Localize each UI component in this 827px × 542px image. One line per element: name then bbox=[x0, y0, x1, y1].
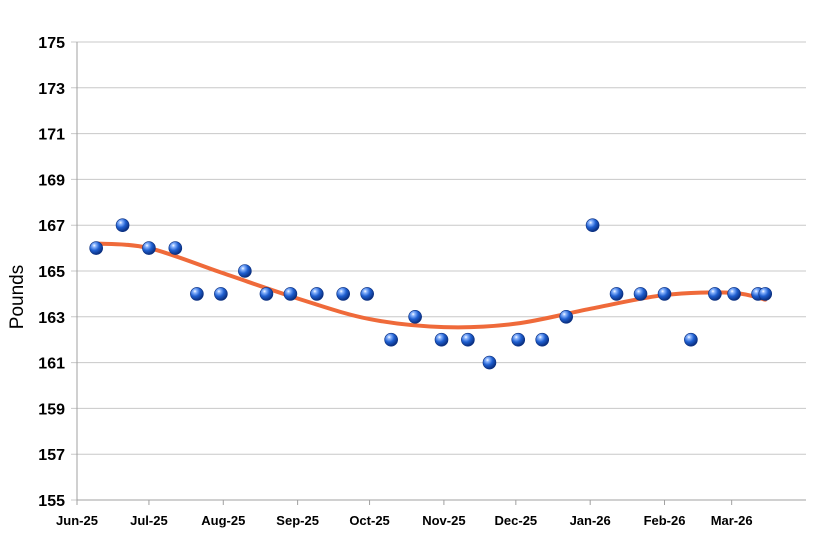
x-tick-label: Mar-26 bbox=[711, 513, 753, 528]
y-tick-label: 171 bbox=[38, 127, 65, 144]
x-tick-label: Nov-25 bbox=[422, 513, 465, 528]
y-tick-label: 155 bbox=[38, 493, 65, 510]
x-tick-label: Jul-25 bbox=[130, 513, 168, 528]
data-point bbox=[190, 287, 204, 301]
y-axis-title: Pounds bbox=[7, 265, 28, 329]
y-tick-label: 159 bbox=[38, 401, 65, 418]
y-tick-label: 161 bbox=[38, 356, 65, 373]
data-point bbox=[168, 241, 183, 255]
y-tick-label: 163 bbox=[38, 310, 65, 327]
data-point bbox=[384, 332, 398, 347]
data-point bbox=[434, 332, 449, 347]
y-tick-label: 169 bbox=[38, 172, 65, 189]
y-tick-label: 167 bbox=[38, 218, 65, 235]
data-point bbox=[115, 218, 130, 232]
x-tick-label: Jan-26 bbox=[570, 513, 611, 528]
data-point bbox=[657, 287, 672, 301]
x-tick-label: Sep-25 bbox=[276, 513, 319, 528]
data-point bbox=[758, 287, 773, 301]
trendline-layer bbox=[94, 241, 768, 330]
data-point bbox=[214, 287, 228, 301]
y-tick-label: 175 bbox=[38, 35, 65, 52]
axes bbox=[76, 42, 806, 505]
data-point bbox=[585, 218, 600, 232]
x-tick-label: Oct-25 bbox=[349, 513, 389, 528]
data-point bbox=[684, 332, 698, 347]
y-tick-label: 165 bbox=[38, 264, 65, 281]
data-point bbox=[482, 355, 497, 370]
data-point bbox=[408, 309, 422, 324]
data-point bbox=[535, 332, 550, 347]
data-point bbox=[89, 241, 103, 255]
y-tick-label: 173 bbox=[38, 81, 65, 98]
x-tick-label: Jun-25 bbox=[56, 513, 98, 528]
data-point bbox=[336, 287, 350, 301]
x-tick-labels: Jun-25 Jul-25 Aug-25 Sep-25 Oct-25 Nov-25 Dec-… bbox=[56, 513, 753, 528]
trendline bbox=[94, 241, 768, 330]
data-point bbox=[708, 287, 722, 301]
data-point bbox=[461, 332, 475, 347]
y-tick-label: 157 bbox=[38, 447, 65, 464]
data-point bbox=[283, 287, 298, 301]
data-point bbox=[259, 287, 274, 301]
data-point bbox=[727, 287, 741, 301]
data-point bbox=[238, 264, 252, 278]
x-tick-label: Feb-26 bbox=[644, 513, 686, 528]
data-point bbox=[142, 241, 156, 255]
data-point bbox=[511, 332, 526, 347]
y-tick-labels: 155 157 159 161 163 165 167 169 171 173 175 bbox=[38, 35, 65, 510]
gridlines bbox=[71, 41, 806, 501]
data-point bbox=[360, 287, 374, 301]
x-tick-label: Dec-25 bbox=[495, 513, 538, 528]
data-point bbox=[609, 287, 624, 301]
x-tick-label: Aug-25 bbox=[201, 513, 245, 528]
data-point bbox=[633, 287, 648, 301]
data-point bbox=[310, 287, 324, 301]
data-points bbox=[89, 218, 773, 370]
data-point bbox=[559, 309, 573, 324]
